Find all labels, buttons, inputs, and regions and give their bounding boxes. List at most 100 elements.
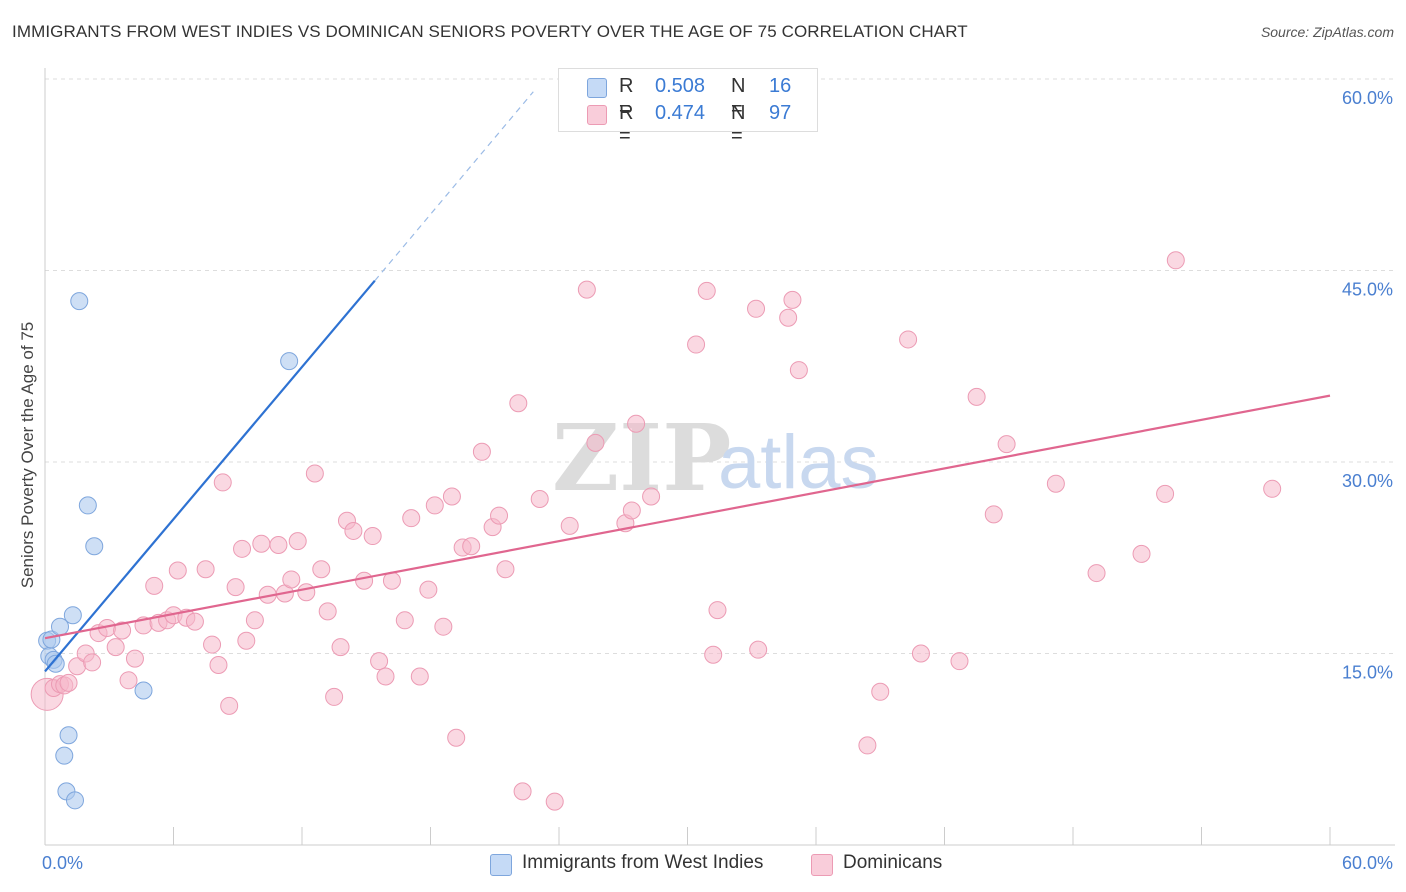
dominicans-point [318, 602, 337, 621]
west-indies-point [46, 654, 65, 673]
dominicans-point [642, 487, 661, 506]
legend-n-label: N = [731, 102, 746, 147]
dominicans-point [59, 673, 78, 692]
dominicans-point [434, 617, 453, 636]
dominicans-point [545, 792, 564, 811]
y-tick-label: 60.0% [1342, 88, 1393, 108]
dominicans-point [967, 387, 986, 406]
dominicans-point [376, 667, 395, 686]
dominicans-point [331, 638, 350, 657]
dominicans-point [472, 442, 491, 461]
legend-n-value: 97 [769, 102, 792, 124]
gridlines [45, 78, 1395, 654]
source-credit: Source: ZipAtlas.com [1260, 24, 1394, 40]
west-indies-point [85, 537, 104, 556]
watermark-atlas: atlas [718, 420, 879, 505]
dominicans-point [984, 505, 1003, 524]
dominicans-point [312, 560, 331, 579]
legend-swatch-pink [587, 105, 607, 125]
dominicans-point [282, 570, 301, 589]
dominicans-point [344, 521, 363, 540]
dominicans-point [1166, 251, 1185, 270]
dominicans-point [185, 612, 204, 631]
dominicans-point [749, 640, 768, 659]
dominicans-point [1263, 479, 1282, 498]
dominicans-point [627, 414, 646, 433]
legend-n-label: N = [731, 75, 746, 120]
y-axis-label: Seniors Poverty Over the Age of 75 [18, 321, 37, 589]
dominicans-point [442, 487, 461, 506]
legend-r-value: 0.508 [655, 75, 706, 97]
west-indies-point [59, 726, 78, 745]
bottom-legend-swatch-pink [811, 854, 833, 876]
west-indies-point [134, 681, 153, 700]
legend-r-label: R = [619, 75, 634, 120]
dominicans-point [513, 782, 532, 801]
legend-n-value: 16 [769, 75, 792, 97]
legend-r-label: R = [619, 102, 634, 147]
dominicans-point [530, 490, 549, 509]
dominicans-point [125, 649, 144, 668]
dominicans-point [113, 621, 132, 640]
dominicans-point [83, 653, 102, 672]
dominicans-point [697, 281, 716, 300]
west-indies-trend-extension [374, 91, 534, 282]
dominicans-point [226, 578, 245, 597]
dominicans-point [858, 736, 877, 755]
dominicans-point [779, 308, 798, 327]
dominicans-point [119, 671, 138, 690]
tick-labels: 15.0% 30.0% 45.0% 60.0% 0.0% 60.0% [42, 88, 1393, 873]
dominicans-point [245, 611, 264, 630]
trend-lines [44, 91, 1331, 673]
dominicans-point [687, 335, 706, 354]
x-tick-label: 0.0% [42, 853, 83, 873]
dominicans-point [783, 290, 802, 309]
dominicans-point [1132, 544, 1151, 563]
dominicans-point [297, 583, 316, 602]
dominicans-point [325, 687, 344, 706]
dominicans-point [410, 667, 429, 686]
watermark: ZIP atlas [552, 404, 879, 512]
dominicans-point [252, 534, 271, 553]
legend-swatch-blue [587, 78, 607, 98]
dominicans-point [237, 631, 256, 650]
dominicans-point [203, 635, 222, 654]
dominicans-point [305, 464, 324, 483]
dominicans-point [106, 638, 125, 657]
dominicans-points [30, 251, 1282, 811]
dominicans-point [145, 576, 164, 595]
dominicans-point [196, 560, 215, 579]
dominicans-point [871, 682, 890, 701]
y-tick-label: 15.0% [1342, 663, 1393, 683]
dominicans-point [209, 655, 228, 674]
legend-r-value: 0.474 [655, 102, 706, 124]
west-indies-point [65, 791, 84, 810]
stats-legend: R = 0.508 N = 16 R = 0.474 N = 97 [558, 68, 818, 147]
west-indies-point [70, 292, 89, 311]
dominicans-point [233, 539, 252, 558]
dominicans-point [447, 728, 466, 747]
dominicans-point [370, 652, 389, 671]
dominicans-point [708, 601, 727, 620]
dominicans-point [355, 571, 374, 590]
bottom-legend-label: Dominicans [843, 852, 943, 873]
dominicans-point [490, 506, 509, 525]
chart-title: IMMIGRANTS FROM WEST INDIES VS DOMINICAN… [12, 22, 968, 41]
dominicans-point [395, 611, 414, 630]
bottom-legend-label: Immigrants from West Indies [522, 852, 764, 873]
dominicans-point [911, 644, 930, 663]
dominicans-point [1046, 474, 1065, 493]
dominicans-point [419, 580, 438, 599]
dominicans-point [269, 535, 288, 554]
dominicans-point [363, 527, 382, 546]
dominicans-point [402, 509, 421, 528]
dominicans-point [997, 435, 1016, 454]
west-indies-point [63, 606, 82, 625]
west-indies-trend-line [44, 280, 376, 673]
y-tick-label: 30.0% [1342, 471, 1393, 491]
dominicans-point [213, 473, 232, 492]
dominicans-point [899, 330, 918, 349]
dominicans-point [462, 537, 481, 556]
west-indies-point [78, 496, 97, 515]
